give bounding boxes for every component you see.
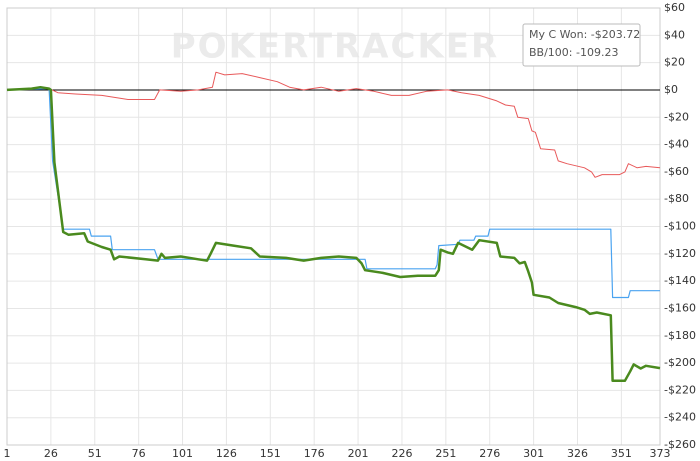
- y-tick-label: -$200: [664, 356, 696, 369]
- x-tick-label: 373: [650, 447, 671, 460]
- y-tick-label: -$40: [664, 138, 689, 151]
- x-tick-label: 226: [391, 447, 412, 460]
- x-tick-label: 201: [348, 447, 369, 460]
- series-line: [6, 88, 660, 299]
- y-tick-label: -$180: [664, 329, 696, 342]
- x-tick-label: 126: [216, 447, 237, 460]
- x-tick-label: 301: [523, 447, 544, 460]
- y-tick-label: -$60: [664, 165, 689, 178]
- y-tick-label: -$140: [664, 274, 696, 287]
- x-tick-label: 351: [611, 447, 632, 460]
- series-line: [6, 71, 661, 178]
- x-tick-label: 276: [479, 447, 500, 460]
- y-tick-label: -$120: [664, 247, 696, 260]
- y-tick-label: $40: [664, 28, 685, 41]
- x-tick-label: 26: [44, 447, 58, 460]
- y-tick-label: -$100: [664, 220, 696, 233]
- x-tick-label: 151: [260, 447, 281, 460]
- legend-box: [522, 23, 641, 67]
- x-tick-label: 51: [88, 447, 102, 460]
- plot-border: [6, 7, 661, 446]
- y-tick-label: $60: [664, 1, 685, 14]
- x-tick-label: 1: [4, 447, 11, 460]
- y-tick-label: -$80: [664, 192, 689, 205]
- y-tick-label: -$20: [664, 110, 689, 123]
- y-tick-label: -$220: [664, 383, 696, 396]
- legend-text: BB/100: -109.23: [529, 46, 618, 59]
- x-tick-label: 76: [132, 447, 146, 460]
- x-tick-label: 251: [435, 447, 456, 460]
- y-tick-label: $0: [664, 83, 678, 96]
- x-tick-label: 176: [304, 447, 325, 460]
- y-tick-label: -$240: [664, 411, 696, 424]
- watermark: POKERTRACKER: [171, 27, 499, 67]
- series-line: [6, 85, 661, 383]
- y-tick-label: -$160: [664, 301, 696, 314]
- x-tick-label: 326: [567, 447, 588, 460]
- y-tick-label: -$260: [664, 438, 696, 451]
- legend-text: My C Won: -$203.72: [529, 28, 640, 41]
- y-tick-label: $20: [664, 56, 685, 69]
- x-tick-label: 101: [172, 447, 193, 460]
